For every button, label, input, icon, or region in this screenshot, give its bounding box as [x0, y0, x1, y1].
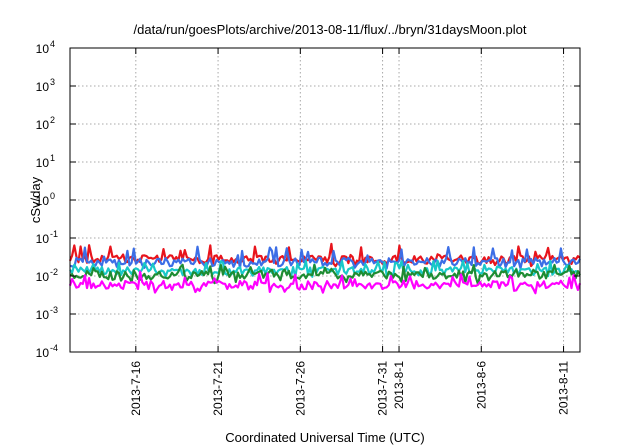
- y-tick-label: 10: [36, 194, 50, 208]
- y-tick-label: 10: [36, 42, 50, 56]
- y-tick-exponent: 3: [50, 77, 55, 87]
- y-tick-label: 10: [36, 80, 50, 94]
- y-tick-exponent: 1: [50, 153, 55, 163]
- x-tick-label: 2013-7-31: [376, 361, 390, 416]
- y-tick-label: 10: [36, 232, 50, 246]
- series-line: [68, 270, 582, 295]
- x-tick-label: 2013-8-6: [474, 361, 488, 409]
- series-line: [69, 263, 581, 286]
- y-tick-exponent: 2: [50, 115, 55, 125]
- plot-series: [68, 242, 582, 295]
- grid-lines: [70, 48, 580, 352]
- y-tick-label: 10: [36, 118, 50, 132]
- series-line: [68, 242, 581, 268]
- chart-title: /data/run/goesPlots/archive/2013-08-11/f…: [134, 22, 527, 37]
- x-tick-label: 2013-7-16: [129, 361, 143, 416]
- y-tick-label: 10: [36, 346, 50, 360]
- y-tick-exponent: -4: [50, 343, 58, 353]
- series-line: [69, 245, 581, 270]
- y-tick-exponent: -2: [50, 267, 58, 277]
- x-ticks: 2013-7-16 2013-7-21 2013-7-26 2013-7-31 2013…: [129, 48, 571, 416]
- y-axis-label: cSv/day: [28, 176, 43, 223]
- x-tick-label: 2013-7-26: [293, 361, 307, 416]
- y-tick-label: 10: [36, 308, 50, 322]
- x-axis-label: Coordinated Universal Time (UTC): [225, 430, 424, 445]
- y-tick-label: 10: [36, 156, 50, 170]
- y-tick-exponent: -3: [50, 305, 58, 315]
- y-tick-label: 10: [36, 270, 50, 284]
- y-tick-exponent: -1: [50, 229, 58, 239]
- y-tick-exponent: 0: [50, 191, 55, 201]
- y-tick-exponent: 4: [50, 39, 55, 49]
- x-tick-label: 2013-7-21: [211, 361, 225, 416]
- x-tick-label: 2013-8-1: [392, 361, 406, 409]
- x-tick-label: 2013-8-11: [557, 361, 571, 415]
